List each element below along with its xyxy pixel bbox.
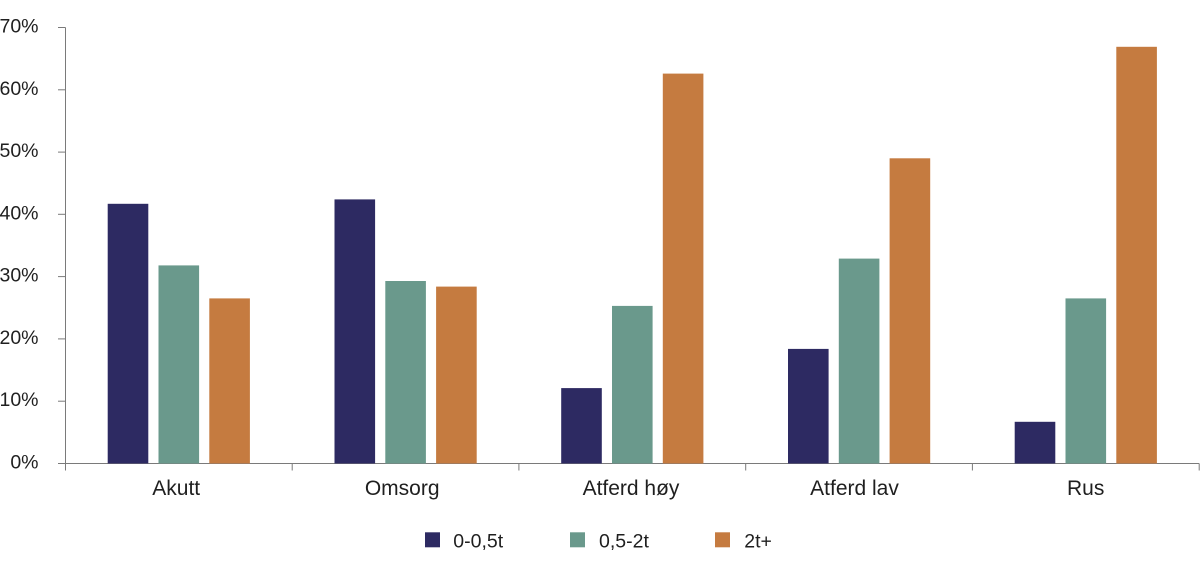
svg-text:Atferd lav: Atferd lav [810, 477, 899, 500]
svg-text:20%: 20% [0, 327, 39, 349]
svg-text:Omsorg: Omsorg [365, 477, 440, 500]
svg-text:0-0,5t: 0-0,5t [453, 530, 503, 552]
svg-text:0%: 0% [10, 452, 38, 474]
svg-text:Atferd høy: Atferd høy [583, 477, 680, 500]
svg-text:Rus: Rus [1067, 477, 1104, 500]
svg-text:0,5-2t: 0,5-2t [599, 530, 649, 552]
svg-text:10%: 10% [0, 389, 39, 411]
svg-text:2t+: 2t+ [744, 530, 772, 552]
svg-text:40%: 40% [0, 202, 39, 224]
svg-text:50%: 50% [0, 140, 39, 162]
svg-text:70%: 70% [0, 16, 39, 38]
svg-text:Akutt: Akutt [152, 477, 200, 500]
svg-text:30%: 30% [0, 265, 39, 287]
svg-text:60%: 60% [0, 78, 39, 100]
